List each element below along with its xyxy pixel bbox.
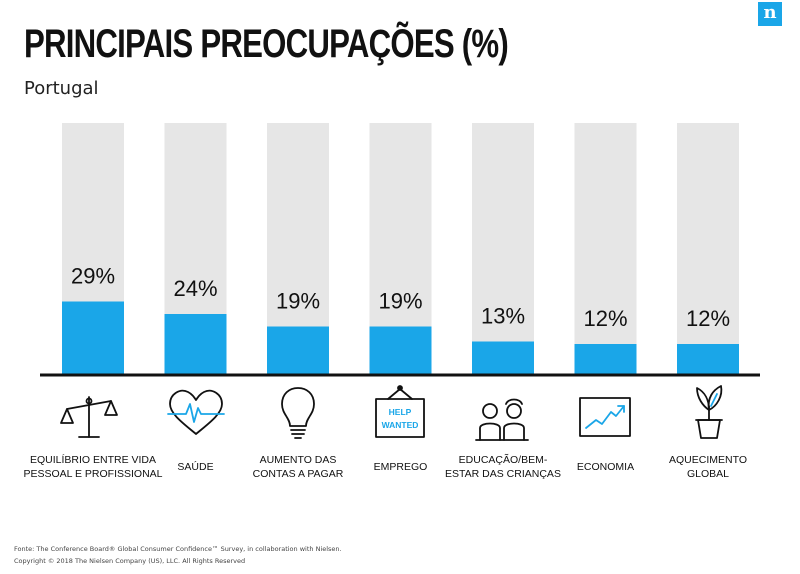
category-label-economia-line-1: ECONOMIA <box>577 461 634 473</box>
help-wanted-line-2: WANTED <box>382 420 419 430</box>
value-label-aquecimento-global: 12% <box>686 306 730 331</box>
copyright-note: Copyright © 2018 The Nielsen Company (US… <box>14 557 246 565</box>
nielsen-logo: n <box>758 2 782 26</box>
help-wanted-line-1: HELP <box>389 407 412 417</box>
value-label-educacao-bem-estar-das-criancas: 13% <box>481 304 525 329</box>
category-label-educacao-bem-estar-das-criancas-line-1: EDUCAÇÃO/BEM- <box>459 453 548 466</box>
value-label-economia: 12% <box>583 306 627 331</box>
heart-pulse-icon <box>167 389 225 435</box>
bar-aquecimento-global <box>677 344 739 374</box>
category-label-equilibrio-entre-vida-pessoal-e-profissional-line-1: EQUILÍBRIO ENTRE VIDA <box>30 453 156 466</box>
value-label-emprego: 19% <box>378 289 422 314</box>
category-label-saude-line-1: SAÚDE <box>177 460 213 473</box>
bar-track-economia <box>574 123 637 374</box>
chart-trend-icon <box>579 397 631 437</box>
help-wanted-sign-icon <box>375 385 425 438</box>
plant-icon <box>695 385 723 439</box>
chart-subtitle: Portugal <box>24 78 99 99</box>
value-label-equilibrio-entre-vida-pessoal-e-profissional: 29% <box>71 264 115 289</box>
chart-title: PRINCIPAIS PREOCUPAÇÕES (%) <box>24 22 509 66</box>
bar-aumento-das-contas-a-pagar <box>267 326 329 374</box>
value-label-saude: 24% <box>173 276 217 301</box>
bar-track-aquecimento-global <box>677 123 739 374</box>
category-label-aquecimento-global-line-1: AQUECIMENTO <box>669 454 747 466</box>
category-label-equilibrio-entre-vida-pessoal-e-profissional-line-2: PESSOAL E PROFISSIONAL <box>23 468 162 480</box>
scale-icon <box>60 396 118 438</box>
bar-emprego <box>369 326 432 374</box>
category-label-aumento-das-contas-a-pagar-line-2: CONTAS A PAGAR <box>253 468 344 480</box>
bar-saude <box>164 314 227 374</box>
category-label-aquecimento-global-line-2: GLOBAL <box>687 468 729 480</box>
bar-economia <box>574 344 637 374</box>
bar-equilibrio-entre-vida-pessoal-e-profissional <box>62 301 124 374</box>
value-label-aumento-das-contas-a-pagar: 19% <box>276 289 320 314</box>
bar-chart: 29% EQUILÍBRIO ENTRE VIDA PESSOAL E PROFIS… <box>23 123 760 480</box>
source-note: Fonte: The Conference Board® Global Cons… <box>14 545 342 553</box>
children-icon <box>475 398 529 441</box>
category-label-emprego-line-1: EMPREGO <box>374 461 428 473</box>
category-label-educacao-bem-estar-das-criancas-line-2: ESTAR DAS CRIANÇAS <box>445 468 561 480</box>
category-label-aumento-das-contas-a-pagar-line-1: AUMENTO DAS <box>260 454 337 466</box>
lightbulb-icon <box>281 387 315 439</box>
bar-track-educacao-bem-estar-das-criancas <box>472 123 534 374</box>
bar-educacao-bem-estar-das-criancas <box>472 341 534 374</box>
